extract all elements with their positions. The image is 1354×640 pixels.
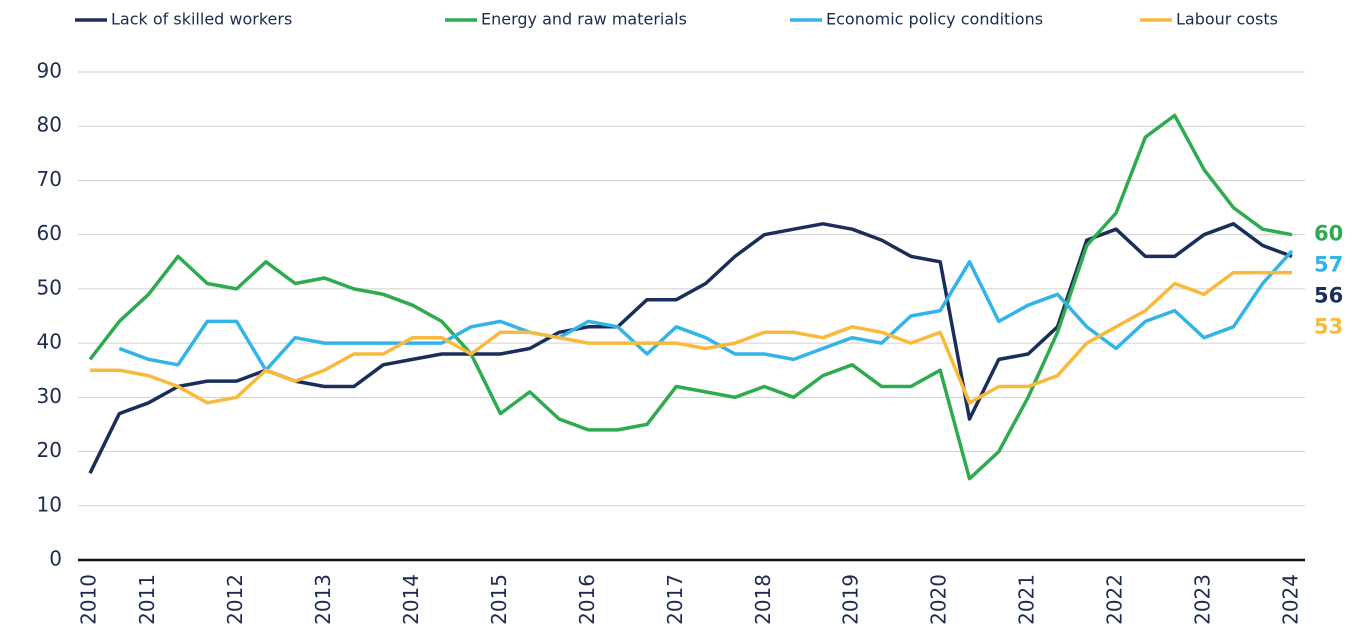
x-tick-label: 2022 — [1103, 574, 1127, 625]
x-tick-label: 2023 — [1191, 574, 1215, 625]
x-tick-label: 2021 — [1015, 574, 1039, 625]
x-tick-label: 2012 — [223, 574, 247, 625]
y-tick-label: 70 — [37, 167, 62, 191]
x-tick-label: 2016 — [575, 574, 599, 625]
x-tick-label: 2015 — [487, 574, 511, 625]
y-tick-label: 80 — [37, 113, 62, 137]
y-tick-label: 10 — [37, 492, 62, 516]
y-tick-label: 90 — [37, 59, 62, 83]
y-tick-label: 20 — [37, 438, 62, 462]
y-tick-label: 30 — [37, 384, 62, 408]
legend-label: Labour costs — [1176, 10, 1278, 29]
series-line — [118, 249, 1294, 372]
x-tick-label: 2024 — [1279, 574, 1303, 625]
y-tick-label: 40 — [37, 330, 62, 354]
legend-label: Energy and raw materials — [481, 10, 687, 29]
series-line — [88, 113, 1293, 481]
end-label: 56 — [1314, 284, 1343, 308]
x-tick-label: 2014 — [399, 574, 423, 625]
x-tick-label: 2017 — [663, 574, 687, 625]
y-tick-label: 50 — [37, 275, 62, 299]
x-tick-label: 2019 — [839, 574, 863, 625]
x-tick-label: 2010 — [77, 574, 101, 625]
end-label: 53 — [1314, 315, 1343, 339]
x-tick-label: 2011 — [135, 574, 159, 625]
end-label: 60 — [1314, 222, 1343, 246]
series-line — [90, 270, 1292, 405]
x-tick-label: 2013 — [311, 574, 335, 625]
y-tick-label: 60 — [37, 221, 62, 245]
series-line — [88, 222, 1293, 474]
end-label: 57 — [1314, 253, 1343, 277]
x-tick-label: 2018 — [751, 574, 775, 625]
legend-label: Economic policy conditions — [826, 10, 1043, 29]
legend-label: Lack of skilled workers — [111, 10, 292, 29]
y-tick-label: 0 — [49, 547, 62, 571]
x-tick-label: 2020 — [927, 574, 951, 625]
